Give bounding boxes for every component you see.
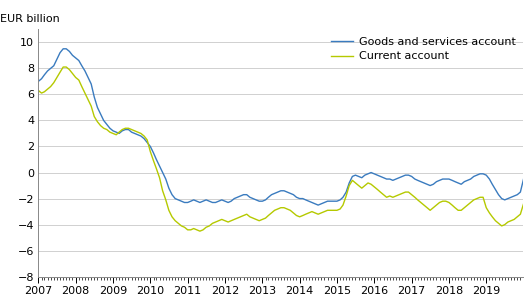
Line: Current account: Current account bbox=[39, 67, 524, 231]
Legend: Goods and services account, Current account: Goods and services account, Current acco… bbox=[329, 35, 518, 64]
Line: Goods and services account: Goods and services account bbox=[39, 49, 524, 205]
Text: EUR billion: EUR billion bbox=[0, 14, 59, 24]
